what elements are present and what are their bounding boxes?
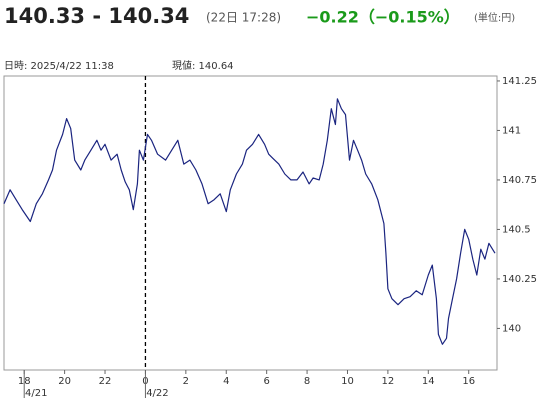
- x-tick-label: 4: [223, 376, 229, 387]
- x-tick-label: 2: [183, 376, 189, 387]
- current-value: 現値: 140.64: [172, 59, 234, 72]
- y-tick-label: 140: [502, 323, 521, 334]
- y-tick-label: 141: [502, 125, 521, 136]
- x-tick-label: 14: [422, 376, 435, 387]
- x-tick-label: 8: [304, 376, 310, 387]
- x-tick-label: 6: [263, 376, 269, 387]
- x-tick-label: 16: [462, 376, 475, 387]
- plot-frame: [3, 75, 498, 371]
- update-time: (22日 17:28): [206, 11, 281, 25]
- date-label: 4/21: [25, 388, 47, 399]
- price-change: −0.22（−0.15%）: [306, 8, 460, 27]
- x-tick-label: 10: [341, 376, 354, 387]
- y-tick-label: 141.25: [502, 76, 537, 87]
- y-tick-label: 140.5: [502, 224, 531, 235]
- y-tick-label: 140.75: [502, 175, 537, 186]
- x-tick-label: 22: [99, 376, 112, 387]
- date-label: 4/22: [146, 388, 168, 399]
- price-line: [3, 98, 496, 345]
- x-tick-label: 12: [382, 376, 395, 387]
- x-tick-label: 20: [58, 376, 71, 387]
- unit: (単位:円): [474, 11, 515, 24]
- datetime: 日時: 2025/4/22 11:38: [4, 60, 114, 72]
- y-tick-label: 140.25: [502, 274, 537, 285]
- price: 140.33 - 140.34: [4, 4, 189, 28]
